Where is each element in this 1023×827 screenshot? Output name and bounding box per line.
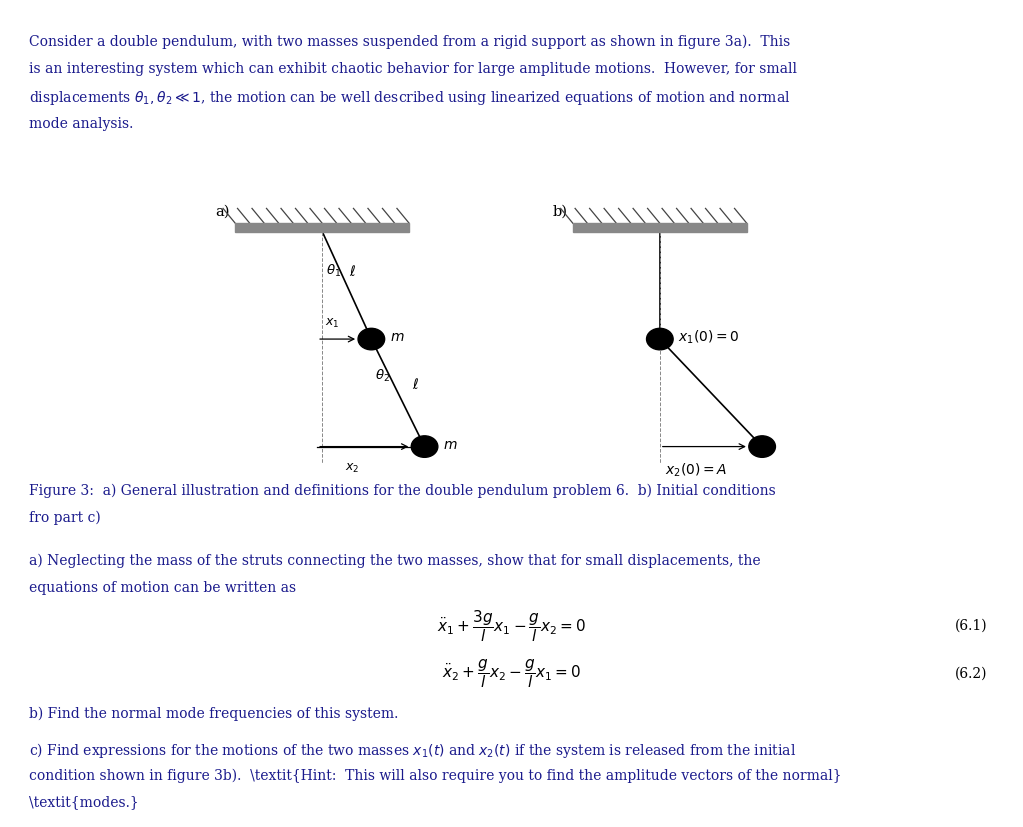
Text: displacements $\theta_1, \theta_2 \ll 1$, the motion can be well described using: displacements $\theta_1, \theta_2 \ll 1$… xyxy=(29,89,790,108)
Text: $x_1(0) = 0$: $x_1(0) = 0$ xyxy=(678,328,740,347)
Text: $m$: $m$ xyxy=(390,331,404,344)
Text: $\ddot{x}_1 + \dfrac{3g}{l}x_1 - \dfrac{g}{l}x_2 = 0$: $\ddot{x}_1 + \dfrac{3g}{l}x_1 - \dfrac{… xyxy=(437,608,586,644)
Text: is an interesting system which can exhibit chaotic behavior for large amplitude : is an interesting system which can exhib… xyxy=(29,62,797,76)
Text: c) Find expressions for the motions of the two masses $x_1(t)$ and $x_2(t)$ if t: c) Find expressions for the motions of t… xyxy=(29,741,796,760)
Text: $\theta_2$: $\theta_2$ xyxy=(375,368,391,385)
Text: a) Neglecting the mass of the struts connecting the two masses, show that for sm: a) Neglecting the mass of the struts con… xyxy=(29,553,760,567)
Text: b): b) xyxy=(552,205,568,219)
Text: $m$: $m$ xyxy=(443,438,457,452)
Text: Figure 3:  a) General illustration and definitions for the double pendulum probl: Figure 3: a) General illustration and de… xyxy=(29,484,775,498)
Bar xyxy=(235,223,409,232)
Text: a): a) xyxy=(216,205,230,219)
Bar xyxy=(573,223,747,232)
Text: $\ddot{x}_2 + \dfrac{g}{l}x_2 - \dfrac{g}{l}x_1 = 0$: $\ddot{x}_2 + \dfrac{g}{l}x_2 - \dfrac{g… xyxy=(442,657,581,691)
Text: $\ell$: $\ell$ xyxy=(349,264,356,279)
Circle shape xyxy=(647,328,673,350)
Text: \textit{modes.}: \textit{modes.} xyxy=(29,796,138,810)
Circle shape xyxy=(749,436,775,457)
Text: b) Find the normal mode frequencies of this system.: b) Find the normal mode frequencies of t… xyxy=(29,707,398,721)
Text: condition shown in figure 3b).  \textit{Hint:  This will also require you to fin: condition shown in figure 3b). \textit{H… xyxy=(29,768,841,782)
Circle shape xyxy=(358,328,385,350)
Text: $\theta_1$: $\theta_1$ xyxy=(326,263,342,280)
Text: $x_1$: $x_1$ xyxy=(325,317,340,330)
Circle shape xyxy=(411,436,438,457)
Text: (6.2): (6.2) xyxy=(954,667,987,681)
Text: $x_2$: $x_2$ xyxy=(345,461,359,475)
Text: fro part c): fro part c) xyxy=(29,511,100,525)
Text: (6.1): (6.1) xyxy=(954,619,987,633)
Text: mode analysis.: mode analysis. xyxy=(29,117,133,131)
Text: Consider a double pendulum, with two masses suspended from a rigid support as sh: Consider a double pendulum, with two mas… xyxy=(29,35,790,49)
Text: equations of motion can be written as: equations of motion can be written as xyxy=(29,581,296,595)
Text: $\ell$: $\ell$ xyxy=(412,377,419,392)
Text: $x_2(0) = A$: $x_2(0) = A$ xyxy=(665,461,727,479)
